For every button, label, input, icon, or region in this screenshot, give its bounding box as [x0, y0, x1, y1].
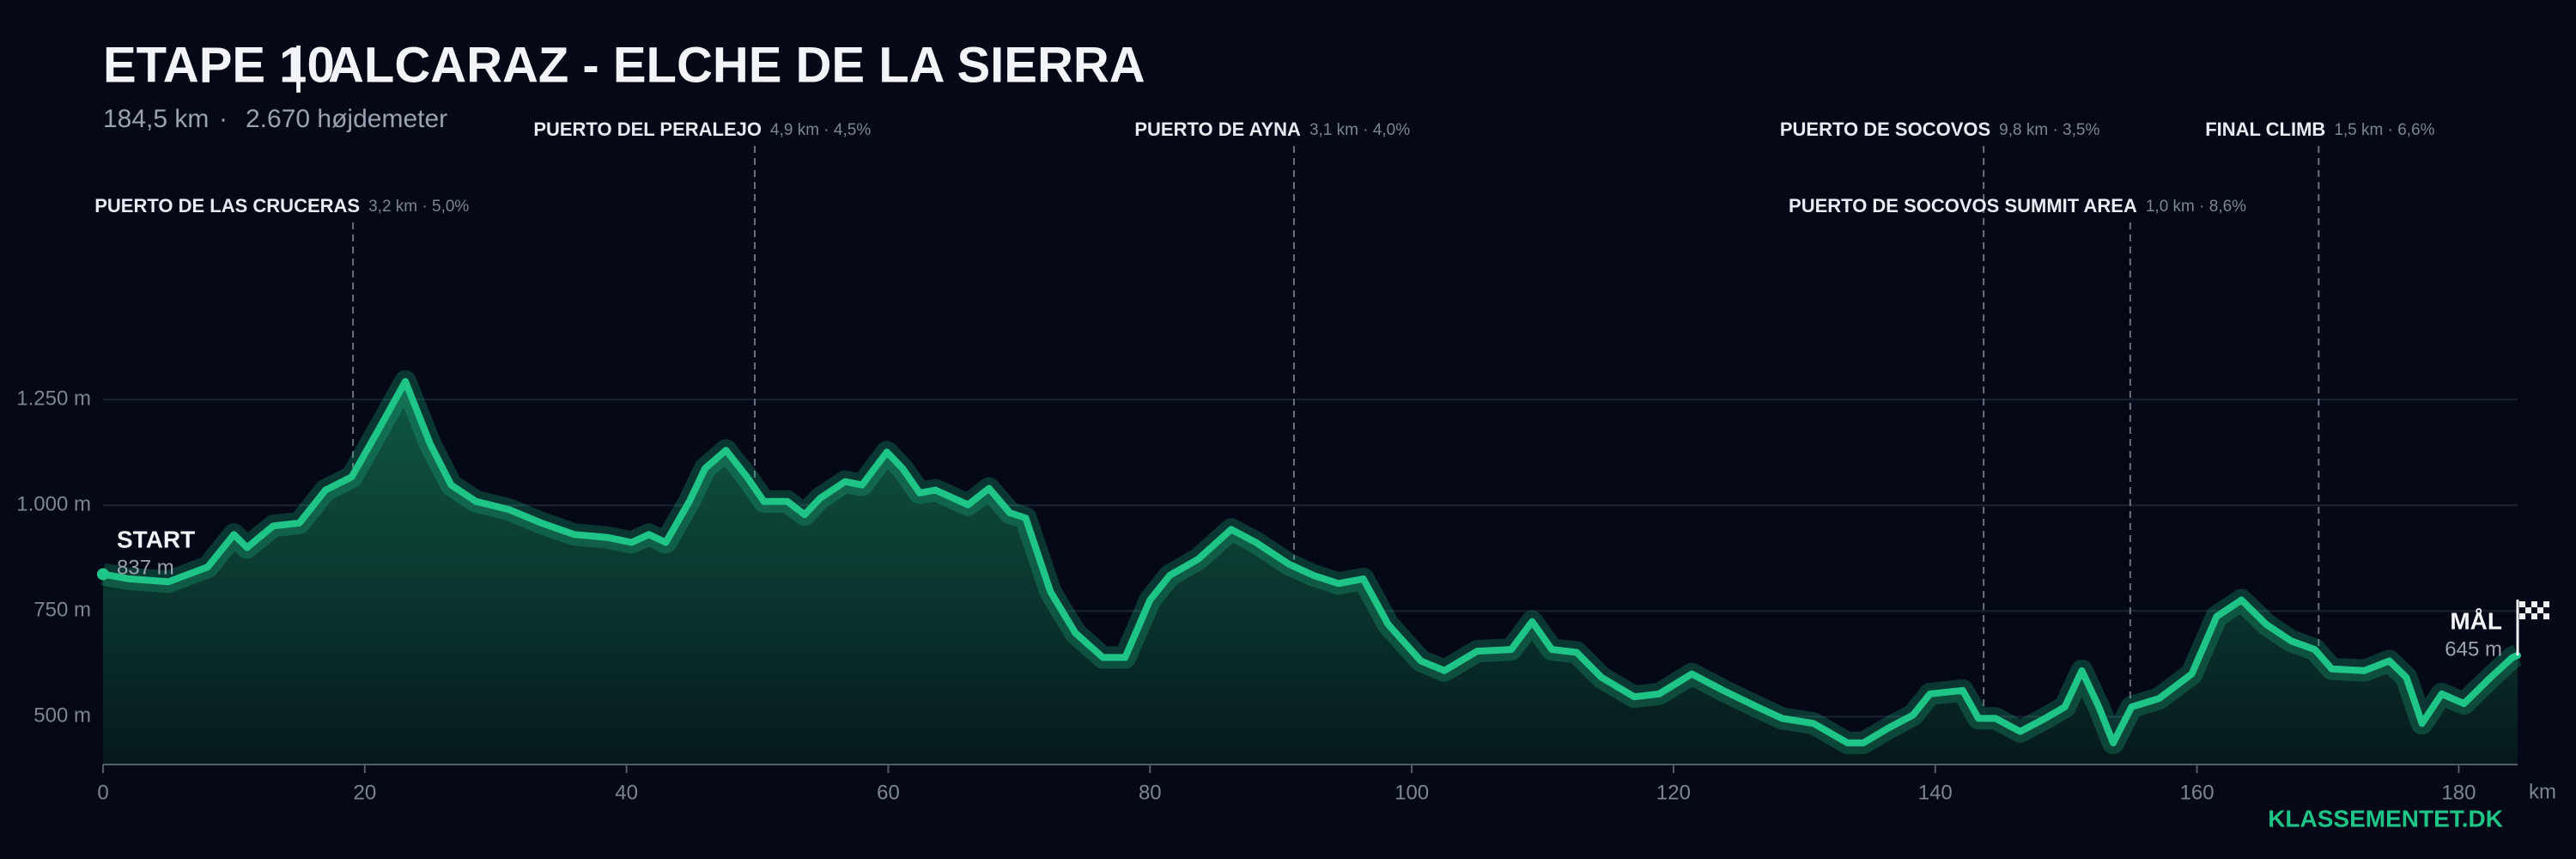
y-tick-label: 1.250 m — [16, 387, 91, 410]
climb-detail: 1,0 km · 8,6% — [2146, 198, 2246, 216]
finish-elevation: 645 m — [2445, 637, 2502, 661]
climbing: 2.670 højdemeter — [246, 105, 447, 133]
climb-detail: 3,2 km · 5,0% — [368, 198, 469, 216]
x-tick-label: 180 — [2441, 781, 2476, 804]
finish-flag — [2531, 607, 2537, 613]
climb-detail: 9,8 km · 3,5% — [1999, 121, 2099, 139]
finish-flag — [2543, 613, 2549, 619]
x-tick-label: 120 — [1656, 781, 1691, 804]
x-tick-label: 80 — [1139, 781, 1162, 804]
separator: · — [219, 105, 228, 133]
route: ALCARAZ - ELCHE DE LA SIERRA — [328, 37, 1145, 93]
finish-flag — [2543, 607, 2549, 613]
x-tick-label: 40 — [615, 781, 638, 804]
x-tick-label: 140 — [1918, 781, 1953, 804]
x-tick-label: 160 — [2180, 781, 2215, 804]
finish-flag — [2531, 613, 2537, 619]
x-tick-label: 100 — [1394, 781, 1429, 804]
distance: 184,5 km — [103, 105, 209, 133]
finish-label: MÅL — [2450, 607, 2502, 634]
start-dot — [97, 568, 109, 581]
climb-detail: 4,9 km · 4,5% — [770, 121, 871, 139]
climb-name: PUERTO DE AYNA — [1134, 119, 1301, 140]
finish-flag — [2525, 607, 2531, 613]
stage-title: ETAPE 10 — [103, 37, 335, 93]
elevation-line — [100, 378, 2521, 746]
finish-flag — [2537, 601, 2543, 607]
finish-flag — [2525, 613, 2531, 619]
elevation-area — [103, 381, 2518, 765]
climb-name: PUERTO DE SOCOVOS SUMMIT AREA — [1789, 195, 2137, 216]
x-axis-label: km — [2529, 780, 2556, 803]
finish-flag — [2519, 607, 2525, 613]
start-elevation: 837 m — [117, 556, 174, 579]
climb-name: PUERTO DE SOCOVOS — [1780, 119, 1990, 140]
climb-detail: 1,5 km · 6,6% — [2334, 121, 2434, 139]
start-label: START — [117, 526, 195, 552]
brand: KLASSEMENTET.DK — [2268, 805, 2503, 832]
finish-flag — [2525, 601, 2531, 607]
climb-name: FINAL CLIMB — [2205, 119, 2325, 140]
y-tick-label: 500 m — [33, 704, 91, 728]
finish-flag — [2519, 601, 2525, 607]
climb-name: PUERTO DEL PERALEJO — [533, 119, 762, 140]
separator: | — [292, 37, 305, 93]
finish-flag — [2531, 601, 2537, 607]
finish-flag — [2519, 613, 2525, 619]
finish-flag — [2543, 601, 2549, 607]
y-tick-label: 1.000 m — [16, 493, 91, 516]
x-tick-label: 0 — [97, 781, 108, 804]
x-tick-label: 20 — [353, 781, 376, 804]
y-tick-label: 750 m — [33, 599, 91, 622]
x-tick-label: 60 — [877, 781, 900, 804]
finish-flag — [2537, 613, 2543, 619]
climb-name: PUERTO DE LAS CRUCERAS — [94, 195, 360, 216]
climb-detail: 3,1 km · 4,0% — [1309, 121, 1410, 139]
finish-flag — [2537, 607, 2543, 613]
